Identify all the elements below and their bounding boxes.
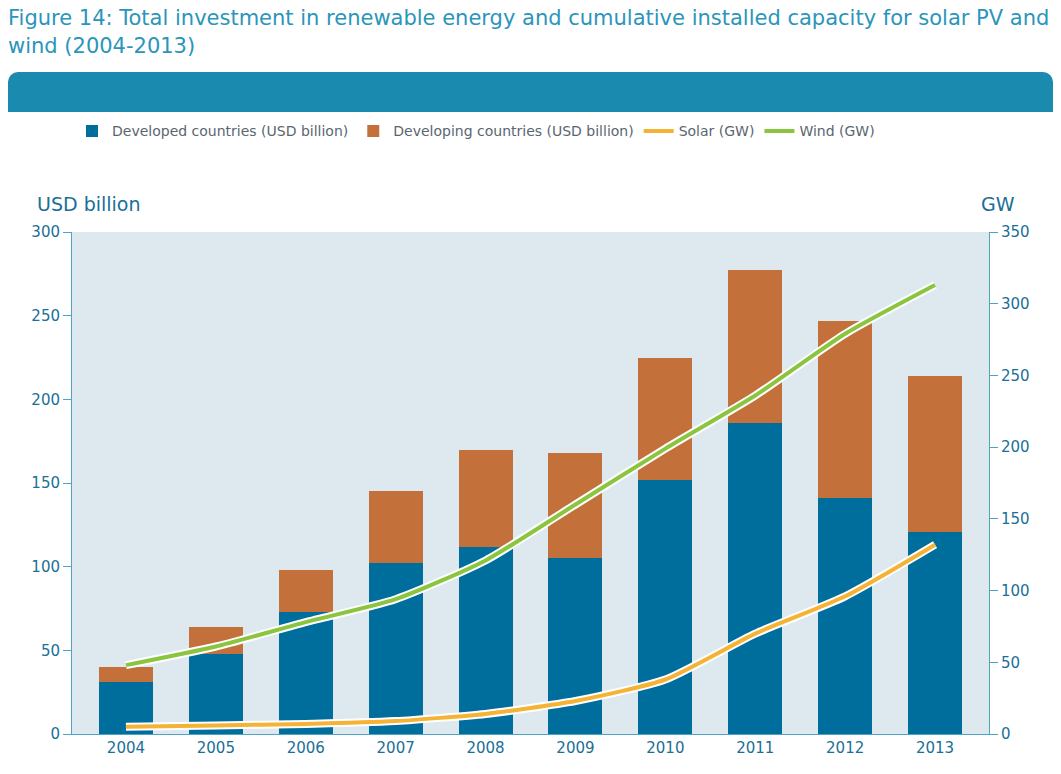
svg-text:300: 300: [31, 223, 60, 241]
svg-text:2007: 2007: [377, 739, 415, 757]
svg-text:Developing countries (USD bill: Developing countries (USD billion): [393, 123, 633, 139]
svg-text:100: 100: [1001, 582, 1030, 600]
svg-text:250: 250: [31, 307, 60, 325]
svg-text:200: 200: [1001, 438, 1030, 456]
svg-text:50: 50: [1001, 654, 1020, 672]
svg-text:0: 0: [1001, 725, 1011, 743]
svg-text:Developed countries (USD billi: Developed countries (USD billion): [112, 123, 348, 139]
svg-text:2012: 2012: [826, 739, 864, 757]
svg-text:2010: 2010: [646, 739, 684, 757]
svg-text:150: 150: [1001, 510, 1030, 528]
svg-text:300: 300: [1001, 295, 1030, 313]
svg-text:2004: 2004: [107, 739, 145, 757]
svg-text:2008: 2008: [466, 739, 504, 757]
svg-text:200: 200: [31, 391, 60, 409]
svg-text:250: 250: [1001, 367, 1030, 385]
svg-text:0: 0: [50, 725, 60, 743]
svg-text:350: 350: [1001, 223, 1030, 241]
svg-text:2005: 2005: [197, 739, 235, 757]
svg-text:100: 100: [31, 558, 60, 576]
svg-text:USD billion: USD billion: [37, 193, 140, 215]
svg-text:Wind (GW): Wind (GW): [799, 123, 874, 139]
svg-text:2006: 2006: [287, 739, 325, 757]
html-text:Figure 14: Total investment in: Figure 14: Total investment in renewable…: [8, 6, 1050, 58]
svg-text:Solar (GW): Solar (GW): [679, 123, 755, 139]
svg-text:150: 150: [31, 474, 60, 492]
svg-text:2013: 2013: [916, 739, 954, 757]
svg-text:50: 50: [41, 642, 60, 660]
svg-text:2011: 2011: [736, 739, 774, 757]
svg-text:GW: GW: [981, 193, 1015, 215]
svg-text:2009: 2009: [556, 739, 594, 757]
